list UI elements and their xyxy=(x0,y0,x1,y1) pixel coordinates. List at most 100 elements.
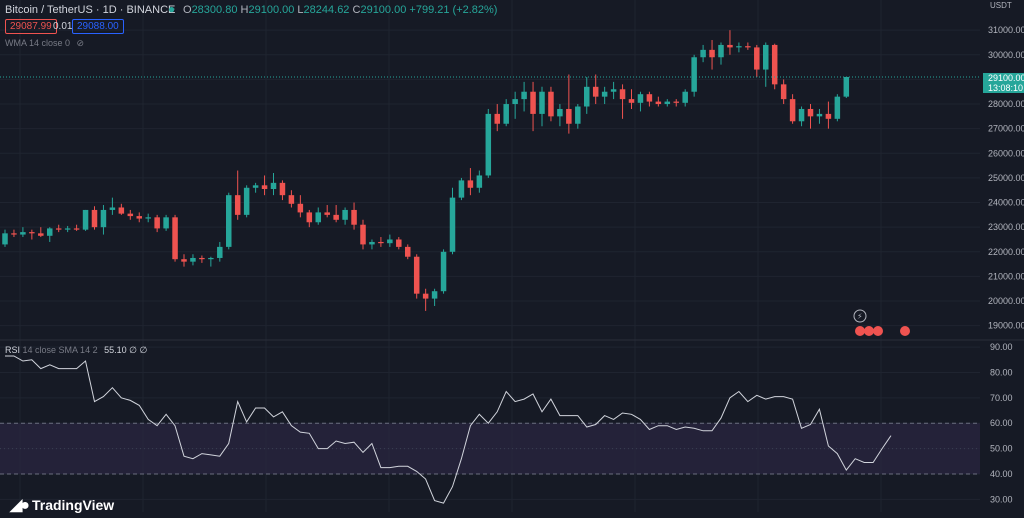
candle-body[interactable] xyxy=(351,209,357,225)
candle-body[interactable] xyxy=(387,239,393,244)
eye-off-icon[interactable]: ⊘ xyxy=(76,38,85,48)
candle-body[interactable] xyxy=(413,256,420,294)
candle-body[interactable] xyxy=(378,241,384,244)
candle-body[interactable] xyxy=(476,175,483,188)
candle-body[interactable] xyxy=(700,49,706,58)
candle-body[interactable] xyxy=(73,228,80,230)
candle-body[interactable] xyxy=(279,182,286,196)
candle-body[interactable] xyxy=(798,108,805,122)
candle-body[interactable] xyxy=(584,86,590,107)
candle-body[interactable] xyxy=(163,217,169,229)
buy-price-button[interactable]: 29088.00 xyxy=(72,19,124,34)
candle-body[interactable] xyxy=(539,91,545,114)
candle-body[interactable] xyxy=(807,108,814,117)
flag-markers[interactable] xyxy=(855,326,910,336)
candle-body[interactable] xyxy=(503,104,509,124)
candle-body[interactable] xyxy=(100,209,107,228)
candle-body[interactable] xyxy=(440,251,447,292)
candle-body[interactable] xyxy=(47,228,53,236)
candle-body[interactable] xyxy=(252,185,259,188)
candle-body[interactable] xyxy=(655,101,662,105)
candle-body[interactable] xyxy=(208,257,214,260)
candle-body[interactable] xyxy=(816,113,823,117)
candle-body[interactable] xyxy=(405,246,411,257)
candle-body[interactable] xyxy=(315,212,322,223)
price-axis[interactable]: 19000.00 20000.00 21000.00 22000.00 23000.00… xyxy=(988,25,1024,331)
candlesticks[interactable] xyxy=(2,30,850,311)
candle-body[interactable] xyxy=(342,209,348,220)
candle-body[interactable] xyxy=(422,293,429,299)
tradingview-logo[interactable]: ◢● TradingView xyxy=(10,495,114,515)
candle-body[interactable] xyxy=(2,233,8,245)
candle-body[interactable] xyxy=(38,233,44,236)
candle-body[interactable] xyxy=(709,49,715,58)
candle-body[interactable] xyxy=(718,44,724,58)
candle-body[interactable] xyxy=(136,216,143,219)
candle-body[interactable] xyxy=(64,228,71,230)
indicator-label[interactable]: WMA 14 close 0 ⊘ xyxy=(5,38,84,49)
candle-body[interactable] xyxy=(109,207,116,210)
candle-body[interactable] xyxy=(82,209,89,230)
candle-body[interactable] xyxy=(592,86,599,97)
candle-body[interactable] xyxy=(190,257,196,262)
candle-body[interactable] xyxy=(763,44,769,70)
candle-body[interactable] xyxy=(557,108,563,117)
candle-body[interactable] xyxy=(333,214,339,220)
rsi-line[interactable] xyxy=(5,355,892,504)
candle-body[interactable] xyxy=(494,113,501,124)
candle-body[interactable] xyxy=(485,113,492,176)
candle-body[interactable] xyxy=(745,46,751,48)
candle-body[interactable] xyxy=(20,232,26,235)
candle-body[interactable] xyxy=(261,185,268,190)
candle-body[interactable] xyxy=(601,91,608,97)
flag-icon[interactable] xyxy=(864,326,874,336)
candle-body[interactable] xyxy=(306,212,313,223)
candle-body[interactable] xyxy=(646,94,653,102)
candle-body[interactable] xyxy=(771,44,778,85)
candle-body[interactable] xyxy=(324,212,330,215)
candle-body[interactable] xyxy=(127,213,134,217)
candle-body[interactable] xyxy=(691,57,697,92)
flag-icon[interactable] xyxy=(900,326,910,336)
candle-body[interactable] xyxy=(91,209,98,228)
candle-body[interactable] xyxy=(628,99,635,103)
candle-body[interactable] xyxy=(29,232,35,234)
candle-body[interactable] xyxy=(199,257,205,260)
candle-body[interactable] xyxy=(449,197,456,252)
candle-body[interactable] xyxy=(843,76,850,97)
candle-body[interactable] xyxy=(369,241,375,245)
candle-body[interactable] xyxy=(512,99,518,105)
event-marker[interactable] xyxy=(853,309,867,323)
candle-body[interactable] xyxy=(834,96,841,119)
candle-body[interactable] xyxy=(619,89,626,100)
candle-body[interactable] xyxy=(637,94,644,103)
candle-body[interactable] xyxy=(181,259,187,262)
candle-body[interactable] xyxy=(234,195,241,215)
candle-body[interactable] xyxy=(118,207,125,214)
candle-body[interactable] xyxy=(754,47,760,70)
candle-body[interactable] xyxy=(673,101,680,103)
candle-body[interactable] xyxy=(664,101,671,105)
candle-body[interactable] xyxy=(288,195,295,204)
candle-body[interactable] xyxy=(727,44,733,48)
candle-body[interactable] xyxy=(217,246,223,258)
symbol-title[interactable]: Bitcoin / TetherUS · 1D · BINANCE xyxy=(5,4,176,16)
candle-body[interactable] xyxy=(226,195,232,247)
flag-icon[interactable] xyxy=(873,326,883,336)
candle-body[interactable] xyxy=(467,180,474,188)
candle-body[interactable] xyxy=(530,91,536,114)
candle-body[interactable] xyxy=(360,224,366,245)
candle-body[interactable] xyxy=(297,203,304,213)
candle-body[interactable] xyxy=(172,217,178,260)
candle-body[interactable] xyxy=(736,46,742,48)
candle-body[interactable] xyxy=(610,89,617,92)
candle-body[interactable] xyxy=(145,217,151,219)
candle-body[interactable] xyxy=(548,91,554,117)
candle-body[interactable] xyxy=(780,84,787,100)
candle-body[interactable] xyxy=(243,187,250,215)
candle-body[interactable] xyxy=(270,182,277,190)
candle-body[interactable] xyxy=(789,99,796,122)
candle-body[interactable] xyxy=(575,106,581,124)
candle-body[interactable] xyxy=(55,228,62,230)
